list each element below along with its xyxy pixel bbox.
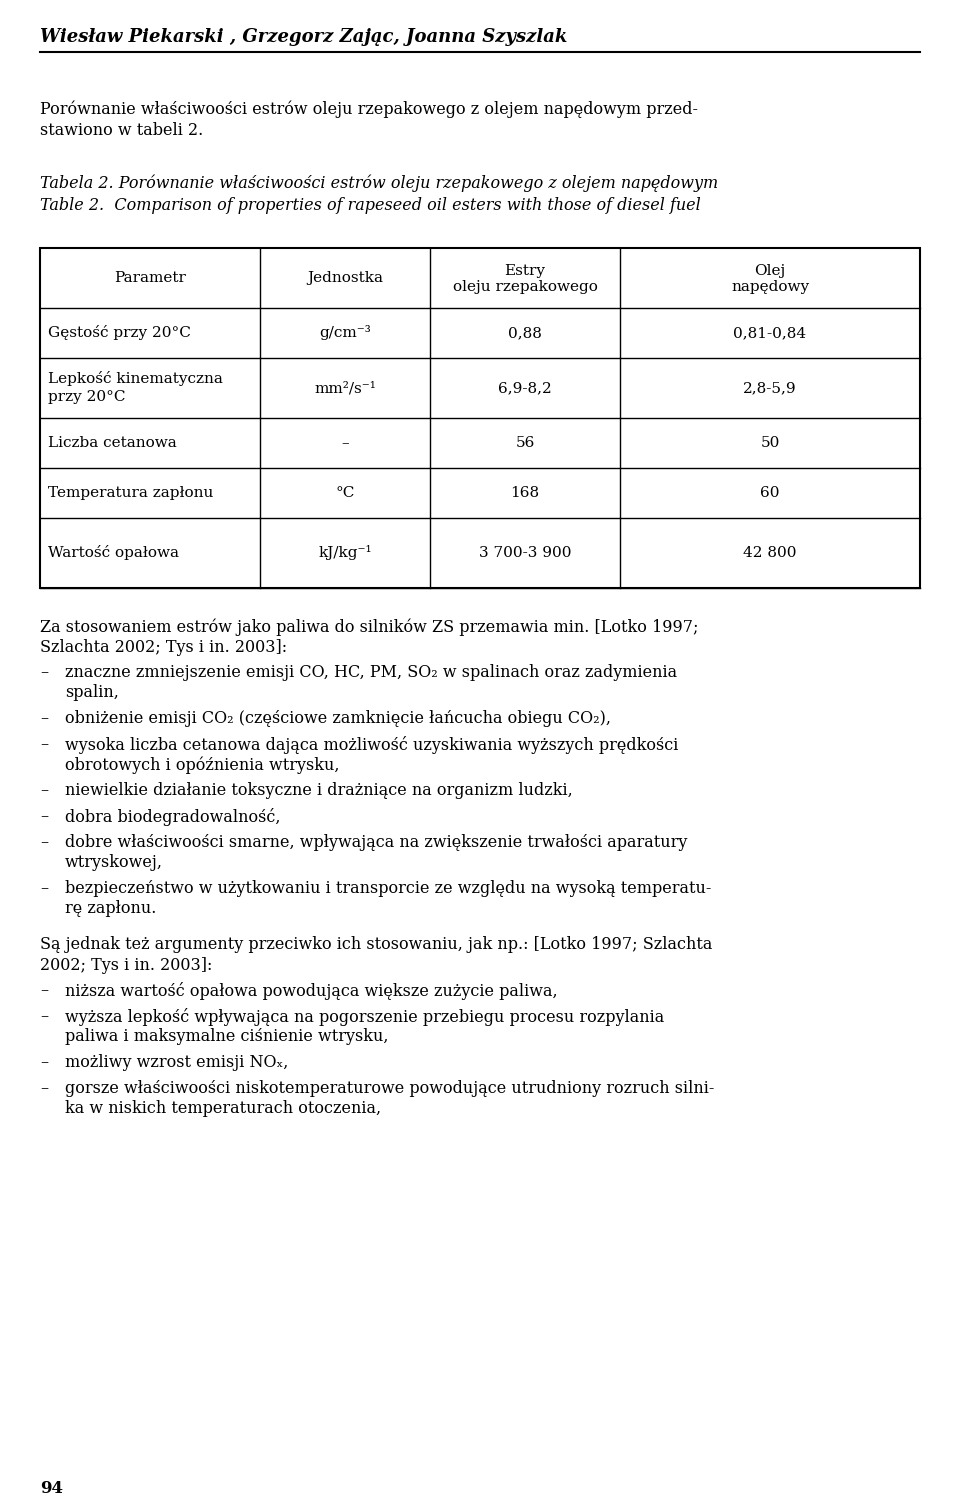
Text: obniżenie emisji CO₂ (częściowe zamknięcie łańcucha obiegu CO₂),: obniżenie emisji CO₂ (częściowe zamknięc… xyxy=(65,710,611,726)
Text: Lepkość kinematyczna: Lepkość kinematyczna xyxy=(48,371,223,387)
Text: –: – xyxy=(40,880,48,896)
Bar xyxy=(40,248,920,588)
Text: –: – xyxy=(40,835,48,851)
Text: Temperatura zapłonu: Temperatura zapłonu xyxy=(48,486,213,499)
Text: 94: 94 xyxy=(40,1480,63,1496)
Text: Za stosowaniem estrów jako paliwa do silników ZS przemawia min. [Lotko 1997;: Za stosowaniem estrów jako paliwa do sil… xyxy=(40,618,699,636)
Text: –: – xyxy=(40,982,48,999)
Text: dobra biodegradowalność,: dobra biodegradowalność, xyxy=(65,808,280,826)
Text: –: – xyxy=(40,1080,48,1096)
Text: –: – xyxy=(40,1008,48,1026)
Text: gorsze właściwoości niskotemperaturowe powodujące utrudniony rozruch silni-: gorsze właściwoości niskotemperaturowe p… xyxy=(65,1080,714,1096)
Text: 0,81-0,84: 0,81-0,84 xyxy=(733,326,806,340)
Text: wyższa lepkość wpływająca na pogorszenie przebiegu procesu rozpylania: wyższa lepkość wpływająca na pogorszenie… xyxy=(65,1008,664,1026)
Text: Table 2.  Comparison of properties of rapeseed oil esters with those of diesel f: Table 2. Comparison of properties of rap… xyxy=(40,197,701,214)
Text: 2,8-5,9: 2,8-5,9 xyxy=(743,381,797,396)
Text: możliwy wzrost emisji NOₓ,: możliwy wzrost emisji NOₓ, xyxy=(65,1054,288,1071)
Text: oleju rzepakowego: oleju rzepakowego xyxy=(452,280,597,293)
Text: 56: 56 xyxy=(516,436,535,450)
Text: niższa wartość opałowa powodująca większe zużycie paliwa,: niższa wartość opałowa powodująca większ… xyxy=(65,982,558,1000)
Text: wysoka liczba cetanowa dająca możliwość uzyskiwania wyższych prędkości: wysoka liczba cetanowa dająca możliwość … xyxy=(65,735,679,754)
Text: spalin,: spalin, xyxy=(65,684,119,701)
Text: Szlachta 2002; Tys i in. 2003]:: Szlachta 2002; Tys i in. 2003]: xyxy=(40,639,287,656)
Text: Gęstość przy 20°C: Gęstość przy 20°C xyxy=(48,325,191,340)
Text: –: – xyxy=(40,710,48,726)
Text: –: – xyxy=(40,1054,48,1071)
Text: Olej: Olej xyxy=(755,265,785,278)
Text: Estry: Estry xyxy=(505,265,545,278)
Text: –: – xyxy=(40,735,48,754)
Text: –: – xyxy=(40,808,48,826)
Text: napędowy: napędowy xyxy=(731,280,809,293)
Text: bezpieczeństwo w użytkowaniu i transporcie ze względu na wysoką temperatu-: bezpieczeństwo w użytkowaniu i transporc… xyxy=(65,880,711,896)
Text: znaczne zmniejszenie emisji CO, HC, PM, SO₂ w spalinach oraz zadymienia: znaczne zmniejszenie emisji CO, HC, PM, … xyxy=(65,663,677,681)
Text: Tabela 2. Porównanie właściwoości estrów oleju rzepakowego z olejem napędowym: Tabela 2. Porównanie właściwoości estrów… xyxy=(40,174,718,193)
Text: °C: °C xyxy=(335,486,354,499)
Text: Wartość opałowa: Wartość opałowa xyxy=(48,546,179,561)
Text: 168: 168 xyxy=(511,486,540,499)
Text: 2002; Tys i in. 2003]:: 2002; Tys i in. 2003]: xyxy=(40,957,212,975)
Text: Liczba cetanowa: Liczba cetanowa xyxy=(48,436,177,450)
Text: 60: 60 xyxy=(760,486,780,499)
Text: g/cm⁻³: g/cm⁻³ xyxy=(319,325,371,340)
Text: niewielkie działanie toksyczne i drażniące na organizm ludzki,: niewielkie działanie toksyczne i drażnią… xyxy=(65,782,573,799)
Text: 0,88: 0,88 xyxy=(508,326,542,340)
Text: Parametr: Parametr xyxy=(114,271,186,284)
Text: Są jednak też argumenty przeciwko ich stosowaniu, jak np.: [Lotko 1997; Szlachta: Są jednak też argumenty przeciwko ich st… xyxy=(40,935,712,954)
Text: –: – xyxy=(40,663,48,681)
Text: rę zapłonu.: rę zapłonu. xyxy=(65,899,156,917)
Text: przy 20°C: przy 20°C xyxy=(48,390,126,405)
Text: ka w niskich temperaturach otoczenia,: ka w niskich temperaturach otoczenia, xyxy=(65,1099,381,1117)
Text: dobre właściwoości smarne, wpływająca na zwiększenie trwałości aparatury: dobre właściwoości smarne, wpływająca na… xyxy=(65,835,687,851)
Text: 42 800: 42 800 xyxy=(743,546,797,559)
Text: 3 700-3 900: 3 700-3 900 xyxy=(479,546,571,559)
Text: obrotowych i opóźnienia wtrysku,: obrotowych i opóźnienia wtrysku, xyxy=(65,757,340,773)
Text: Porównanie właściwoości estrów oleju rzepakowego z olejem napędowym przed-: Porównanie właściwoości estrów oleju rze… xyxy=(40,99,698,117)
Text: stawiono w tabeli 2.: stawiono w tabeli 2. xyxy=(40,122,204,138)
Text: –: – xyxy=(40,782,48,799)
Text: 6,9-8,2: 6,9-8,2 xyxy=(498,381,552,396)
Text: mm²/s⁻¹: mm²/s⁻¹ xyxy=(314,381,376,396)
Text: –: – xyxy=(341,436,348,450)
Text: paliwa i maksymalne ciśnienie wtrysku,: paliwa i maksymalne ciśnienie wtrysku, xyxy=(65,1029,389,1045)
Text: kJ/kg⁻¹: kJ/kg⁻¹ xyxy=(318,546,372,561)
Text: Wiesław Piekarski , Grzegorz Zając, Joanna Szyszlak: Wiesław Piekarski , Grzegorz Zając, Joan… xyxy=(40,29,567,47)
Text: wtryskowej,: wtryskowej, xyxy=(65,854,163,871)
Text: 50: 50 xyxy=(760,436,780,450)
Text: Jednostka: Jednostka xyxy=(307,271,383,284)
